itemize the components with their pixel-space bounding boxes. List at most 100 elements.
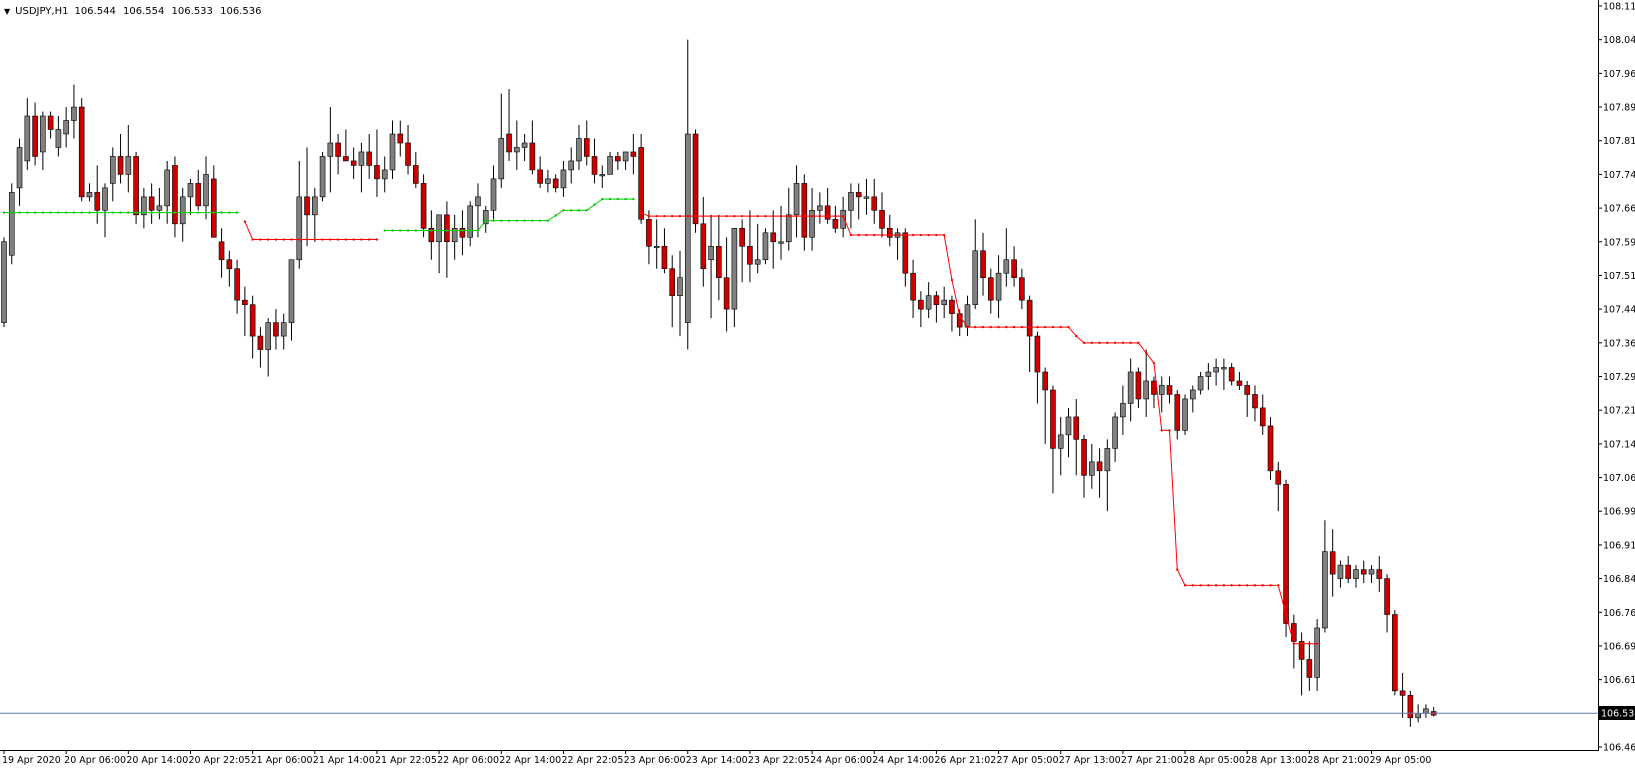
candle-body (716, 245, 722, 279)
candle-body (972, 250, 979, 305)
candle (1197, 372, 1204, 395)
candle-body (622, 151, 629, 162)
candle (747, 210, 753, 283)
candle-body (778, 241, 784, 244)
candle (55, 116, 62, 157)
candle (972, 219, 979, 310)
trail-stop-dot (1152, 361, 1156, 365)
candle (514, 120, 520, 170)
candle-body (444, 214, 450, 243)
trail-stop-dot (1246, 584, 1249, 587)
candle-body (995, 272, 1002, 301)
candle-body (257, 335, 264, 350)
trail-stop-dot (204, 211, 208, 214)
candle-body (1228, 367, 1235, 382)
candle (288, 259, 295, 341)
candle-body (428, 228, 435, 243)
trail-stop-dot (49, 211, 52, 214)
candle-body (615, 156, 621, 162)
candle-body (1104, 448, 1111, 472)
trail-stop-dot (406, 229, 410, 232)
trailing-stop-layer (2, 197, 1319, 645)
trail-stop-dot (562, 209, 565, 212)
candle (24, 98, 31, 170)
trail-stop-dot (212, 211, 215, 214)
candle-body (1158, 385, 1165, 395)
trail-stop-dot (966, 325, 969, 329)
candle-body (280, 322, 287, 337)
candle-body (1034, 335, 1041, 373)
x-tick-label: 27 Apr 21:00 (1121, 755, 1183, 766)
candle (537, 156, 543, 188)
candle (1213, 358, 1219, 386)
candle-body (941, 299, 947, 305)
trail-stop-dot (274, 238, 278, 241)
candle-body (855, 192, 862, 198)
candle (731, 228, 738, 328)
trail-stop-dot (492, 219, 495, 222)
candle (374, 129, 380, 197)
trail-stop-dot (235, 211, 239, 214)
trail-stop-dot (880, 233, 884, 237)
candle-body (71, 106, 77, 121)
candle (195, 169, 202, 211)
candle-body (195, 183, 202, 207)
candle (1182, 394, 1188, 435)
candle (249, 295, 256, 359)
candle-body (156, 205, 163, 211)
candle (591, 138, 598, 184)
chart-header: ▼ USDJPY,H1 106.544 106.554 106.533 106.… (4, 4, 265, 18)
trail-stop-dot (523, 219, 526, 222)
collapse-triangle-icon[interactable]: ▼ (4, 6, 11, 16)
candles-layer (1, 39, 1437, 727)
trail-stop-dot (290, 238, 293, 241)
candle (754, 223, 761, 274)
candle-body (1096, 461, 1103, 472)
candle-body (94, 192, 101, 211)
candle-body (1050, 389, 1056, 449)
candle (117, 133, 124, 184)
trail-stop-dot (1043, 325, 1047, 329)
candle-body (653, 245, 660, 249)
candle (583, 120, 590, 166)
candle (793, 165, 800, 238)
trail-stop-dot (554, 214, 557, 217)
trail-stop-dot (88, 211, 91, 214)
trail-stop-dot (437, 229, 441, 232)
trail-stop-dot (624, 197, 627, 201)
trail-stop-dot (601, 197, 604, 201)
candle-body (708, 245, 714, 261)
x-tick-label: 23 Apr 22:05 (748, 755, 810, 766)
candle (482, 205, 489, 233)
candle-body (389, 133, 396, 171)
candle (234, 259, 240, 314)
candle (1205, 363, 1212, 390)
trail-stop-dot (220, 211, 223, 214)
trail-stop-dot (367, 238, 371, 241)
candle (343, 129, 349, 162)
low-value: 106.533 (171, 5, 213, 17)
candle (925, 282, 932, 319)
candle (1306, 641, 1313, 691)
candle-body (684, 133, 691, 323)
candle-body (1042, 371, 1048, 391)
trail-stop-dot (134, 211, 138, 214)
candle-body (327, 142, 334, 157)
y-tick-label: 107.215 (1603, 406, 1635, 417)
candle (47, 111, 54, 139)
trail-stop-dot (1098, 341, 1101, 345)
trail-stop-dot (1129, 341, 1132, 345)
trail-stop-dot (173, 211, 177, 214)
trail-stop-dot (266, 238, 270, 241)
candle-body (1392, 614, 1398, 692)
trail-stop-dot (756, 214, 759, 218)
y-tick-label: 108.040 (1603, 35, 1635, 46)
candle-body (785, 214, 792, 243)
candle-body (1065, 416, 1072, 436)
trail-stop-dot (927, 233, 930, 237)
candle-body (350, 160, 357, 166)
trail-stop-dot (779, 214, 783, 218)
candle-body (599, 174, 606, 177)
